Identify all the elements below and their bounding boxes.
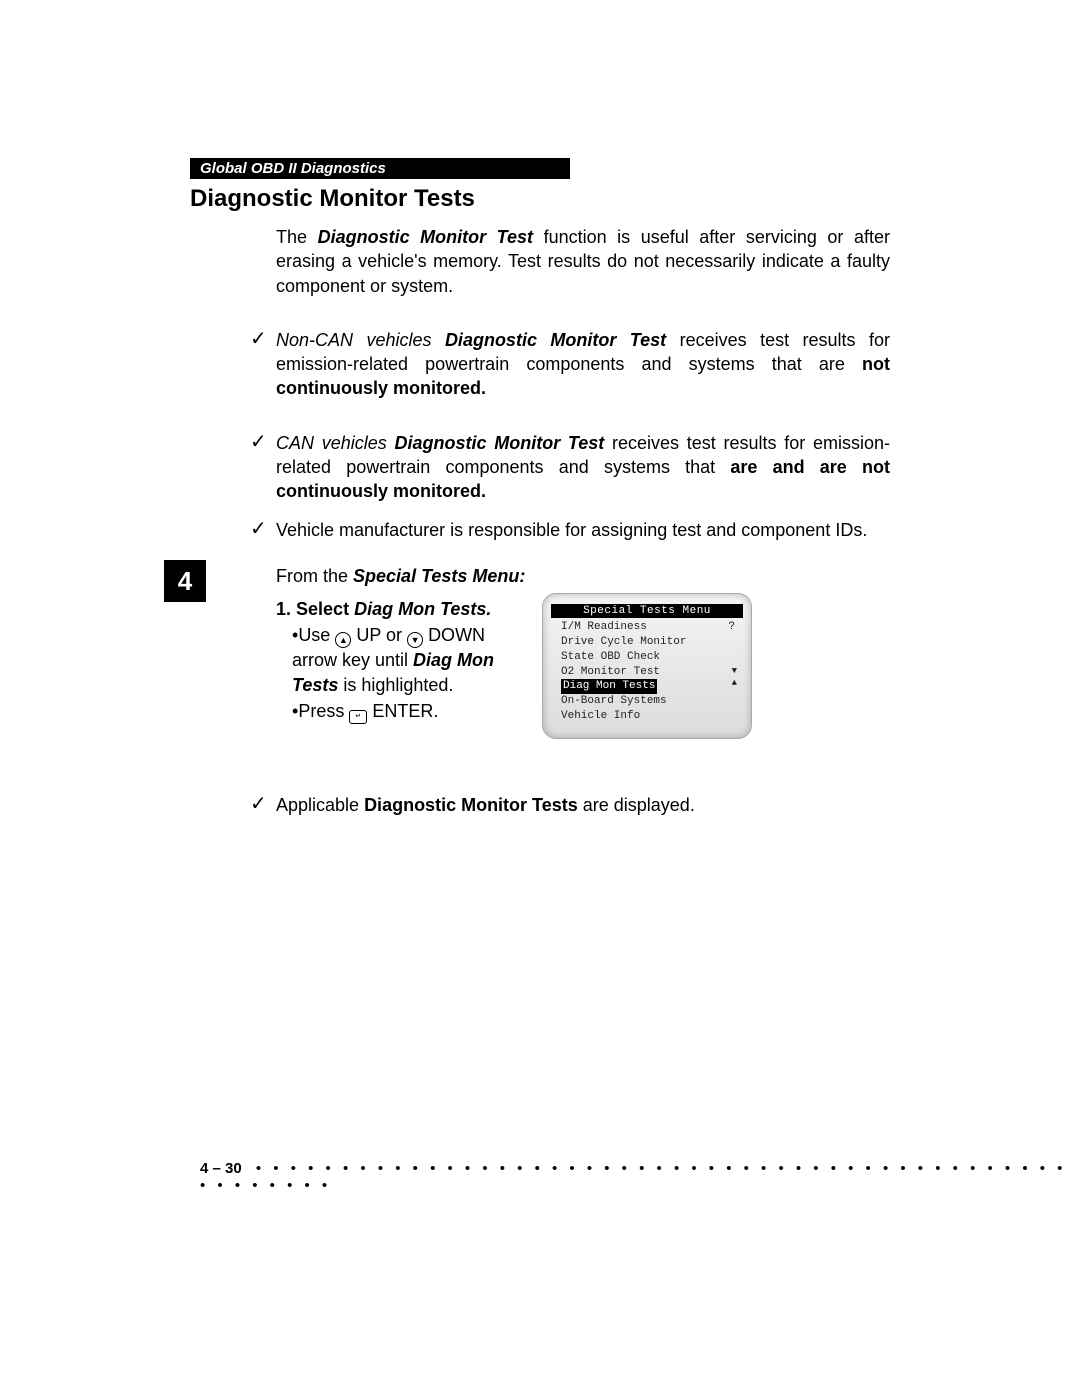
check-text: Vehicle manufacturer is responsible for … (276, 518, 890, 542)
step-sub1-down: DOWN (428, 625, 485, 645)
step-sub2-enter: ENTER (372, 701, 433, 721)
intro-pre: The (276, 227, 318, 247)
step-label-pre: Select (296, 599, 354, 619)
screen-item-highlighted: ▶Diag Mon Tests (561, 679, 739, 694)
screen-item-label: I/M Readiness (561, 621, 647, 633)
from-menu-label: Special Tests Menu: (353, 566, 525, 586)
step-text: 1. Select Diag Mon Tests. •Use ▲ UP or ▼… (276, 597, 516, 724)
page-number: 4 – 30 (200, 1160, 242, 1177)
device-screen: Special Tests Menu I/M Readiness? Drive … (542, 593, 752, 739)
up-arrow-icon: ▲ (335, 632, 351, 648)
check2-pre: CAN vehicles (276, 433, 394, 453)
help-icon: ? (728, 620, 735, 635)
step-sub1-postb: is highlighted. (338, 675, 453, 695)
after-post: are displayed. (578, 795, 695, 815)
from-menu-pre: From the (276, 566, 353, 586)
checkmark-icon: ✓ (250, 328, 276, 350)
screen-item: State OBD Check (561, 650, 739, 665)
check2-term: Diagnostic Monitor Test (394, 433, 604, 453)
enter-key-icon: ↵ (349, 710, 367, 724)
check-text: Non-CAN vehicles Diagnostic Monitor Test… (276, 328, 890, 401)
check-item: ✓ Applicable Diagnostic Monitor Tests ar… (250, 793, 890, 817)
screen-item-label: On-Board Systems (561, 695, 667, 707)
from-menu-line: From the Special Tests Menu: (276, 566, 890, 587)
step-sub2-pre: Press (298, 701, 349, 721)
check-text: Applicable Diagnostic Monitor Tests are … (276, 793, 890, 817)
step-heading: 1. Select Diag Mon Tests. (276, 597, 516, 621)
screen-title: Special Tests Menu (551, 604, 743, 618)
intro-paragraph: The Diagnostic Monitor Test function is … (276, 225, 890, 298)
footer-dots: • • • • • • • • • • • • • • • • • • • • … (200, 1160, 1066, 1194)
screen-item-label: O2 Monitor Test (561, 666, 660, 678)
chapter-tab: 4 (164, 560, 206, 602)
down-arrow-icon: ▼ (407, 632, 423, 648)
screen-item: O2 Monitor Test▼▲ (561, 665, 739, 680)
screen-item: Vehicle Info (561, 709, 739, 724)
after-pre: Applicable (276, 795, 364, 815)
screen-item-label: Drive Cycle Monitor (561, 636, 686, 648)
step-label: Diag Mon Tests. (354, 599, 491, 619)
check-item: ✓ Vehicle manufacturer is responsible fo… (250, 518, 890, 542)
page-title: Diagnostic Monitor Tests (190, 185, 890, 213)
step-sub2-post: . (433, 701, 438, 721)
check1-pre: Non-CAN vehicles (276, 330, 445, 350)
check-item: ✓ CAN vehicles Diagnostic Monitor Test r… (250, 431, 890, 504)
page-content: Global OBD II Diagnostics Diagnostic Mon… (190, 158, 890, 817)
check3-text: Vehicle manufacturer is responsible for … (276, 520, 867, 540)
step-sub1-pre: Use (298, 625, 335, 645)
screen-item-label: State OBD Check (561, 651, 660, 663)
screen-item-label: Diag Mon Tests (561, 679, 657, 694)
check1-term: Diagnostic Monitor Test (445, 330, 666, 350)
screen-item: On-Board Systems (561, 694, 739, 709)
section-header-bar: Global OBD II Diagnostics (190, 158, 570, 179)
step-sub2: •Press ↵ ENTER. (292, 699, 516, 724)
step-num: 1. (276, 599, 291, 619)
checkmark-icon: ✓ (250, 431, 276, 453)
check-text: CAN vehicles Diagnostic Monitor Test rec… (276, 431, 890, 504)
screen-item: Drive Cycle Monitor (561, 635, 739, 650)
screen-item: I/M Readiness? (561, 620, 739, 635)
intro-term: Diagnostic Monitor Test (318, 227, 533, 247)
step-sub1-up: UP (356, 625, 381, 645)
screen-item-label: Vehicle Info (561, 710, 640, 722)
screen-list: I/M Readiness? Drive Cycle Monitor State… (551, 618, 743, 726)
page-footer: 4 – 30 • • • • • • • • • • • • • • • • •… (200, 1160, 1080, 1194)
checkmark-icon: ✓ (250, 793, 276, 815)
checkmark-icon: ✓ (250, 518, 276, 540)
step-sub1: •Use ▲ UP or ▼ DOWN arrow key until Diag… (292, 623, 516, 697)
after-term: Diagnostic Monitor Tests (364, 795, 578, 815)
check-item: ✓ Non-CAN vehicles Diagnostic Monitor Te… (250, 328, 890, 401)
step-sub1-mid: or (381, 625, 407, 645)
step-row: 1. Select Diag Mon Tests. •Use ▲ UP or ▼… (276, 597, 890, 743)
step-sub1-posta: arrow key until (292, 650, 413, 670)
